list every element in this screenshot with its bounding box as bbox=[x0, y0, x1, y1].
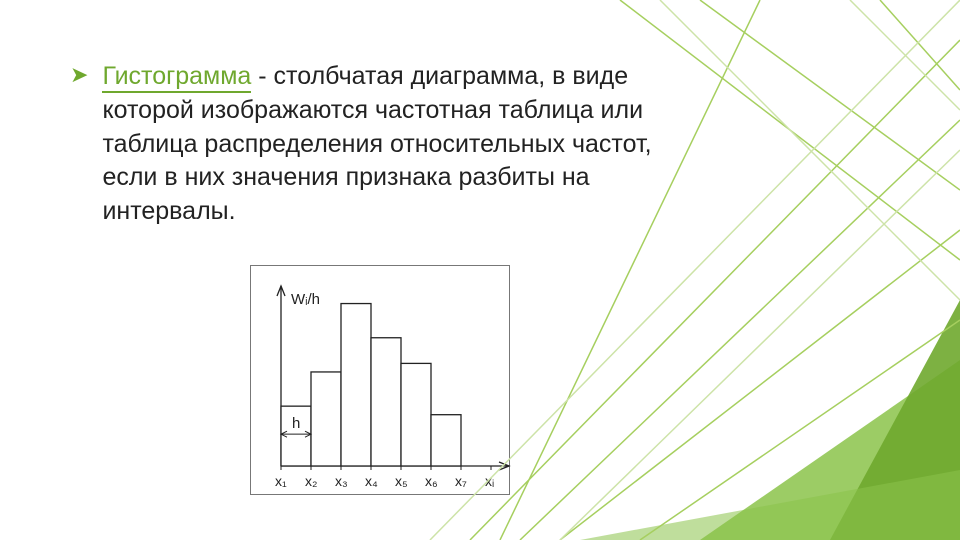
svg-text:x₄: x₄ bbox=[365, 473, 378, 489]
svg-text:x₇: x₇ bbox=[455, 473, 467, 489]
histogram-svg: Wᵢ/h h x₁ x₂ x₃ x₄ x₅ x₆ x₇ xᵢ bbox=[251, 266, 511, 496]
histogram-figure: Wᵢ/h h x₁ x₂ x₃ x₄ x₅ x₆ x₇ xᵢ bbox=[250, 265, 510, 495]
svg-text:xᵢ: xᵢ bbox=[485, 473, 494, 489]
definition-text: Гистограмма - столбчатая диаграмма, в ви… bbox=[102, 60, 660, 229]
svg-text:Wᵢ/h: Wᵢ/h bbox=[291, 291, 320, 308]
slide: ➤ Гистограмма - столбчатая диаграмма, в … bbox=[0, 0, 960, 540]
bullet-icon: ➤ bbox=[70, 60, 88, 91]
definition-block: ➤ Гистограмма - столбчатая диаграмма, в … bbox=[70, 60, 660, 229]
term: Гистограмма bbox=[102, 62, 251, 93]
svg-text:x₆: x₆ bbox=[425, 473, 438, 489]
svg-text:x₁: x₁ bbox=[275, 473, 287, 489]
svg-text:x₃: x₃ bbox=[335, 473, 348, 489]
svg-text:h: h bbox=[292, 415, 300, 432]
svg-text:x₅: x₅ bbox=[395, 473, 408, 489]
svg-text:x₂: x₂ bbox=[305, 473, 317, 489]
